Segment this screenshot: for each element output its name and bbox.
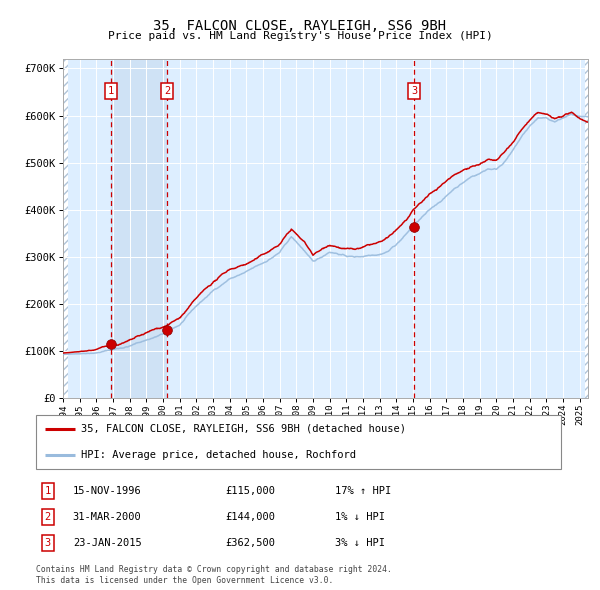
Text: 1% ↓ HPI: 1% ↓ HPI bbox=[335, 512, 385, 522]
Text: 35, FALCON CLOSE, RAYLEIGH, SS6 9BH (detached house): 35, FALCON CLOSE, RAYLEIGH, SS6 9BH (det… bbox=[80, 424, 406, 434]
Text: 1: 1 bbox=[44, 486, 50, 496]
Bar bbox=[111, 59, 167, 398]
Text: £115,000: £115,000 bbox=[225, 486, 275, 496]
Text: 23-JAN-2015: 23-JAN-2015 bbox=[73, 538, 142, 548]
Text: 2: 2 bbox=[44, 512, 50, 522]
Text: £362,500: £362,500 bbox=[225, 538, 275, 548]
Text: £144,000: £144,000 bbox=[225, 512, 275, 522]
Text: 15-NOV-1996: 15-NOV-1996 bbox=[73, 486, 142, 496]
Text: 2: 2 bbox=[164, 86, 170, 96]
Bar bbox=[584, 59, 588, 398]
Text: 31-MAR-2000: 31-MAR-2000 bbox=[73, 512, 142, 522]
Text: HPI: Average price, detached house, Rochford: HPI: Average price, detached house, Roch… bbox=[80, 450, 356, 460]
Text: 3% ↓ HPI: 3% ↓ HPI bbox=[335, 538, 385, 548]
Text: 3: 3 bbox=[44, 538, 50, 548]
Text: 1: 1 bbox=[108, 86, 114, 96]
Text: 35, FALCON CLOSE, RAYLEIGH, SS6 9BH: 35, FALCON CLOSE, RAYLEIGH, SS6 9BH bbox=[154, 19, 446, 33]
Bar bbox=[63, 59, 68, 398]
Text: 17% ↑ HPI: 17% ↑ HPI bbox=[335, 486, 392, 496]
Text: Contains HM Land Registry data © Crown copyright and database right 2024.: Contains HM Land Registry data © Crown c… bbox=[36, 565, 392, 574]
Text: 3: 3 bbox=[411, 86, 417, 96]
Text: This data is licensed under the Open Government Licence v3.0.: This data is licensed under the Open Gov… bbox=[36, 576, 334, 585]
Text: Price paid vs. HM Land Registry's House Price Index (HPI): Price paid vs. HM Land Registry's House … bbox=[107, 31, 493, 41]
